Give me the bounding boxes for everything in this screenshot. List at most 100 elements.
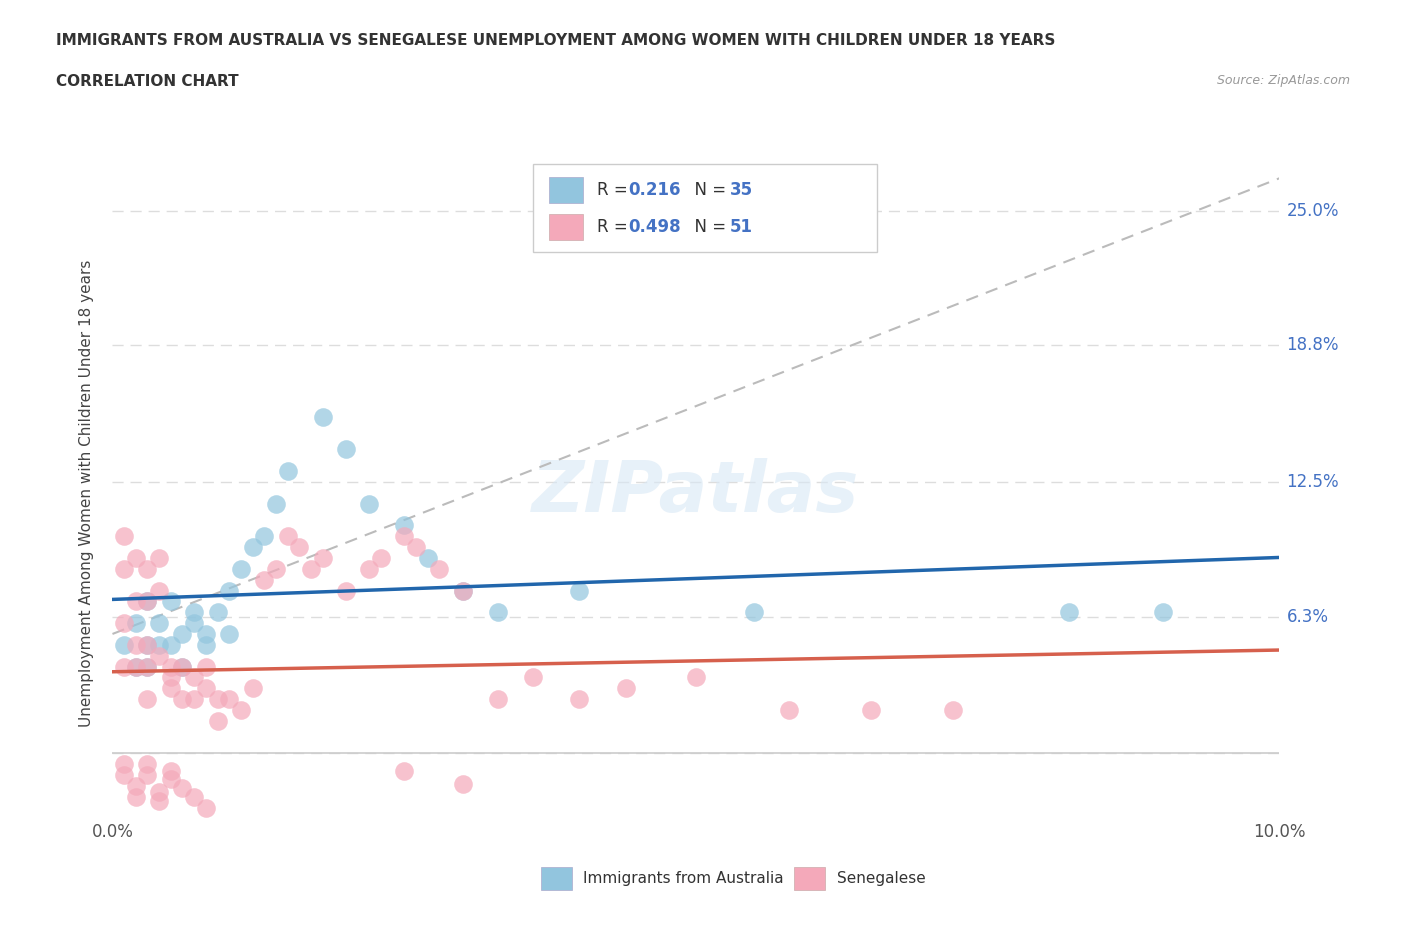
Text: 35: 35	[730, 181, 752, 199]
Point	[276, 464, 298, 479]
Point	[148, 648, 170, 663]
Point	[264, 562, 287, 577]
Point	[172, 659, 194, 674]
Text: Source: ZipAtlas.com: Source: ZipAtlas.com	[1216, 74, 1350, 87]
Point	[148, 583, 170, 598]
Point	[112, 637, 135, 652]
Point	[125, 616, 148, 631]
Point	[614, 681, 637, 696]
Point	[160, 681, 183, 696]
Text: R =: R =	[598, 219, 633, 236]
Text: N =: N =	[685, 219, 731, 236]
Point	[1059, 604, 1081, 619]
Point	[136, 594, 159, 609]
Point	[299, 562, 322, 577]
Point	[264, 497, 287, 512]
Point	[136, 562, 159, 577]
Point	[253, 572, 276, 587]
Point	[136, 757, 159, 772]
Point	[207, 692, 229, 707]
Point	[451, 583, 474, 598]
Point	[568, 692, 591, 707]
Point	[136, 637, 159, 652]
Point	[392, 529, 416, 544]
Point	[229, 562, 252, 577]
Point	[136, 692, 159, 707]
Point	[194, 637, 217, 652]
Point	[242, 539, 264, 554]
Point	[427, 562, 450, 577]
Point	[160, 659, 183, 674]
Point	[172, 780, 194, 795]
Point	[160, 764, 183, 778]
Point	[125, 594, 148, 609]
Text: 25.0%: 25.0%	[1286, 202, 1339, 219]
Point	[148, 785, 170, 800]
Text: 12.5%: 12.5%	[1286, 473, 1339, 491]
Point	[160, 594, 183, 609]
Point	[148, 616, 170, 631]
Point	[218, 692, 240, 707]
Point	[242, 681, 264, 696]
Point	[568, 583, 591, 598]
Point	[112, 616, 135, 631]
Point	[125, 637, 148, 652]
Point	[148, 793, 170, 808]
Point	[112, 562, 135, 577]
Point	[392, 764, 416, 778]
Point	[1152, 604, 1174, 619]
Text: 51: 51	[730, 219, 752, 236]
Point	[183, 616, 205, 631]
Point	[359, 562, 381, 577]
Point	[148, 551, 170, 565]
Point	[136, 659, 159, 674]
Point	[218, 627, 240, 642]
Point	[160, 772, 183, 787]
Point	[136, 767, 159, 782]
Text: Immigrants from Australia: Immigrants from Australia	[583, 871, 785, 886]
Point	[392, 518, 416, 533]
Point	[136, 637, 159, 652]
Point	[335, 583, 357, 598]
Point	[276, 529, 298, 544]
Point	[335, 442, 357, 457]
Point	[183, 670, 205, 684]
Point	[183, 604, 205, 619]
Point	[160, 670, 183, 684]
Point	[172, 659, 194, 674]
Point	[416, 551, 439, 565]
Point	[207, 713, 229, 728]
Text: Senegalese: Senegalese	[837, 871, 925, 886]
Text: N =: N =	[685, 181, 731, 199]
Text: 0.498: 0.498	[628, 219, 681, 236]
Text: 6.3%: 6.3%	[1286, 607, 1329, 626]
Text: 18.8%: 18.8%	[1286, 337, 1339, 354]
Point	[405, 539, 427, 554]
Point	[311, 551, 333, 565]
Point	[125, 778, 148, 793]
Point	[194, 681, 217, 696]
Point	[172, 692, 194, 707]
Point	[486, 604, 509, 619]
Point	[125, 790, 148, 804]
Point	[451, 583, 474, 598]
Point	[125, 551, 148, 565]
Point	[207, 604, 229, 619]
Text: IMMIGRANTS FROM AUSTRALIA VS SENEGALESE UNEMPLOYMENT AMONG WOMEN WITH CHILDREN U: IMMIGRANTS FROM AUSTRALIA VS SENEGALESE …	[56, 33, 1056, 47]
Point	[183, 790, 205, 804]
Point	[218, 583, 240, 598]
Point	[112, 659, 135, 674]
Point	[172, 627, 194, 642]
Point	[229, 702, 252, 717]
Point	[253, 529, 276, 544]
Point	[125, 659, 148, 674]
Text: CORRELATION CHART: CORRELATION CHART	[56, 74, 239, 89]
Point	[194, 800, 217, 815]
Point	[136, 594, 159, 609]
Point	[486, 692, 509, 707]
Point	[125, 659, 148, 674]
Text: 0.216: 0.216	[628, 181, 681, 199]
Point	[112, 757, 135, 772]
Point	[311, 409, 333, 424]
Point	[359, 497, 381, 512]
